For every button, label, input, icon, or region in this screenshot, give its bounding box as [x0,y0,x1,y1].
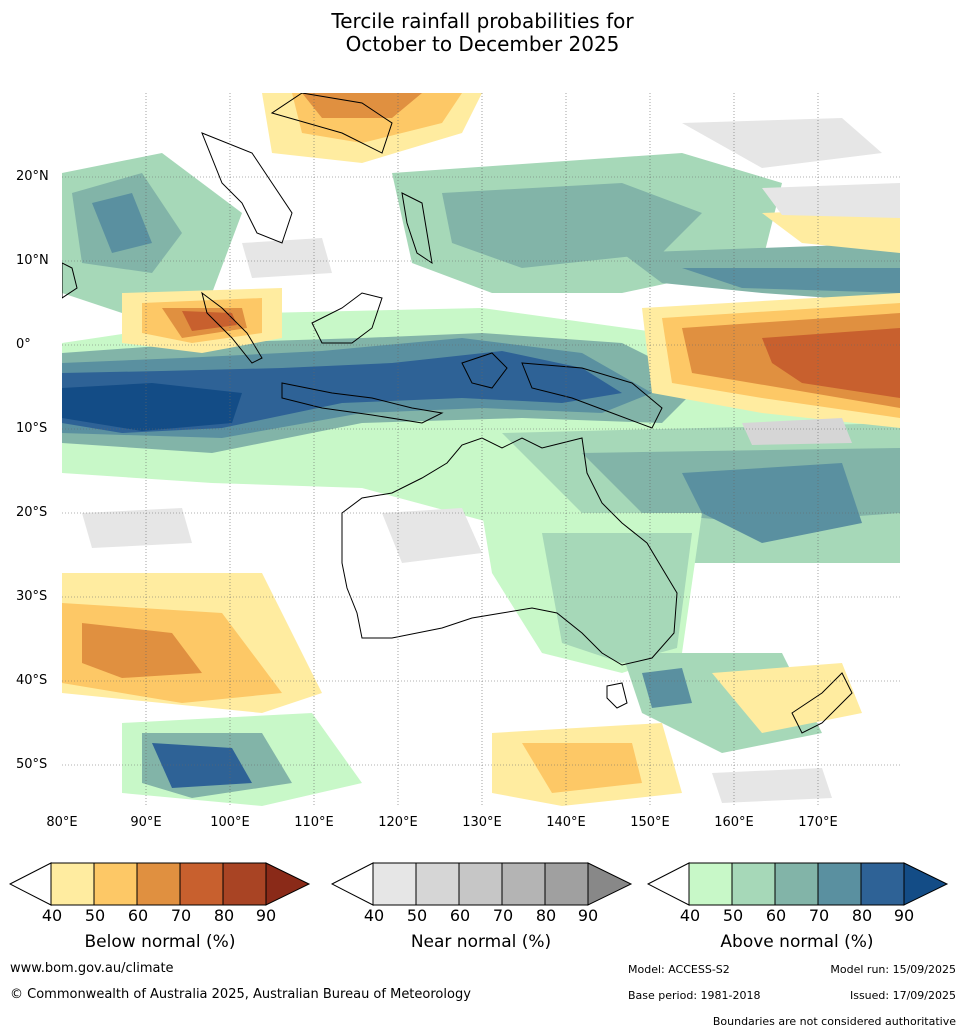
lon-label-170e: 170°E [798,815,838,830]
lon-label-110e: 110°E [294,815,334,830]
above-bin-3 [774,862,819,906]
lon-label-140e: 140°E [546,815,586,830]
map-title: Tercile rainfall probabilities for Octob… [0,10,965,56]
lat-label-50s: 50°S [16,757,48,772]
lat-label-10n: 10°N [16,253,49,268]
above-bin-4 [817,862,862,906]
model-label: Model: ACCESS-S2 [628,963,730,976]
near-bin-3 [458,862,503,906]
near-tick-60: 60 [449,906,471,925]
probability-map [62,93,900,806]
lat-label-10s: 10°S [16,421,48,436]
below-bin-2 [93,862,138,906]
below-tick-80: 80 [213,906,235,925]
near-tick-70: 70 [492,906,514,925]
near-normal-field [82,118,900,803]
issued-label: Issued: 17/09/2025 [849,989,956,1002]
lat-label-40s: 40°S [16,673,48,688]
lat-label-0: 0° [16,337,31,352]
graticule [62,93,900,806]
lon-label-80e: 80°E [46,815,78,830]
below-tick-70: 70 [170,906,192,925]
lon-label-100e: 100°E [210,815,250,830]
above-tick-60: 60 [765,906,787,925]
lat-label-30s: 30°S [16,589,48,604]
above-tick-70: 70 [808,906,830,925]
coastlines [62,93,853,734]
lon-label-90e: 90°E [130,815,162,830]
lon-label-120e: 120°E [378,815,418,830]
above-tick-40: 40 [679,906,701,925]
above-bin-6 [903,862,949,906]
below-tick-90: 90 [255,906,277,925]
above-tick-50: 50 [722,906,744,925]
lat-label-20s: 20°S [16,505,48,520]
title-line-1: Tercile rainfall probabilities for [331,9,634,33]
near-bin-5 [544,862,589,906]
disclaimer-text: Boundaries are not considered authoritat… [712,1015,956,1028]
below-tick-40: 40 [41,906,63,925]
below-bin-3 [136,862,181,906]
below-tick-60: 60 [127,906,149,925]
near-tick-80: 80 [535,906,557,925]
near-bin-1 [372,862,417,906]
lon-label-150e: 150°E [630,815,670,830]
near-bin-6 [587,862,633,906]
near-normal-colorbar [331,862,633,906]
lat-label-20n: 20°N [16,169,49,184]
below-bin-4 [179,862,224,906]
near-normal-title: Near normal (%) [410,932,552,952]
copyright-text: © Commonwealth of Australia 2025, Austra… [10,987,471,1002]
below-normal-title: Below normal (%) [84,932,236,952]
above-bin-1 [688,862,733,906]
lon-label-130e: 130°E [462,815,502,830]
near-bin-2 [415,862,460,906]
near-tick-40: 40 [363,906,385,925]
below-normal-field [62,93,900,806]
above-normal-field [62,153,900,806]
above-tick-90: 90 [893,906,915,925]
near-tick-50: 50 [406,906,428,925]
above-bin-2 [731,862,776,906]
near-bin-4 [501,862,546,906]
above-normal-colorbar [647,862,949,906]
below-bin-1 [50,862,95,906]
below-bin-6 [265,862,311,906]
below-normal-colorbar [9,862,311,906]
above-normal-title: Above normal (%) [720,932,874,952]
title-line-2: October to December 2025 [345,32,620,56]
base-period-label: Base period: 1981-2018 [628,989,761,1002]
map-svg [62,93,900,806]
lon-label-160e: 160°E [714,815,754,830]
website-link[interactable]: www.bom.gov.au/climate [10,961,174,976]
below-tick-50: 50 [84,906,106,925]
below-bin-5 [222,862,267,906]
near-tick-90: 90 [577,906,599,925]
above-bin-5 [860,862,905,906]
above-tick-80: 80 [851,906,873,925]
model-run-label: Model run: 15/09/2025 [830,963,956,976]
